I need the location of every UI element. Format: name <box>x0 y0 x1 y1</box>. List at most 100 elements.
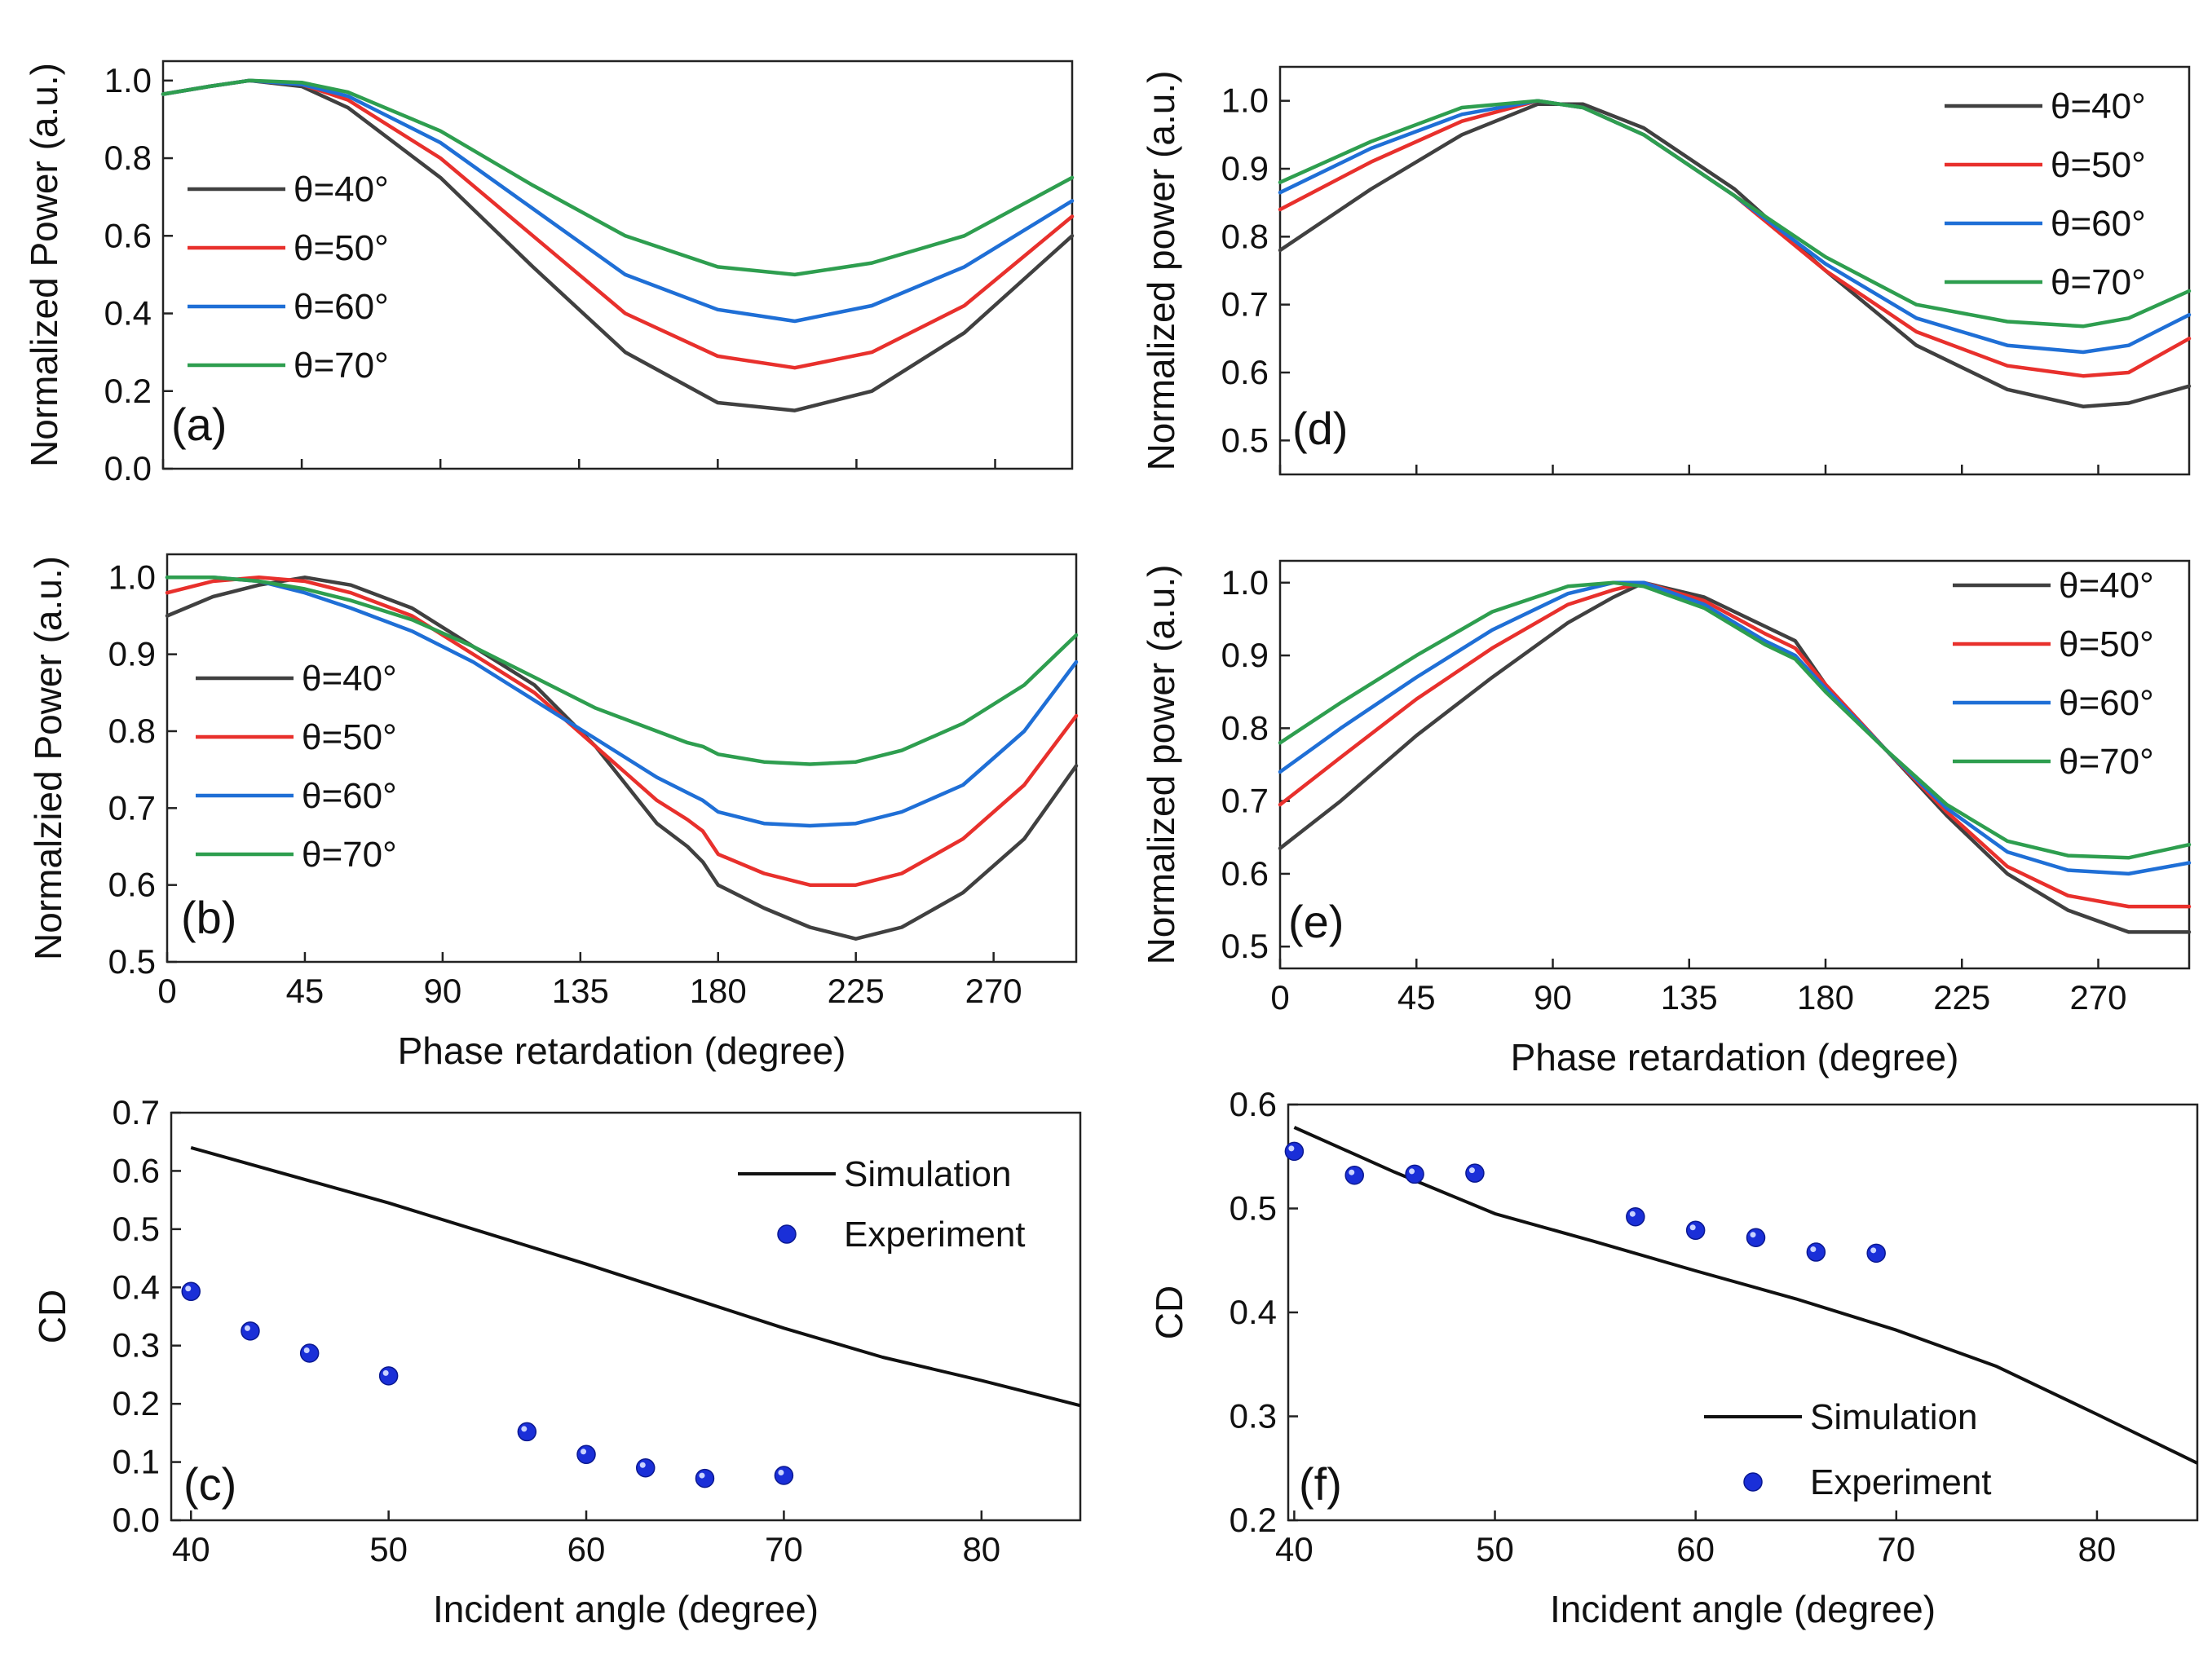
y-tick-label: 0.4 <box>113 1268 160 1306</box>
legend-label: θ=70° <box>294 346 389 386</box>
x-tick-label: 0 <box>1270 978 1289 1017</box>
legend-label: θ=70° <box>2059 742 2154 782</box>
y-tick-label: 0.2 <box>1230 1501 1277 1539</box>
x-tick-label: 135 <box>1661 978 1718 1017</box>
series-line-theta-50 <box>1278 580 2192 909</box>
y-tick-label: 0.0 <box>104 449 152 487</box>
x-tick-label: 40 <box>172 1530 210 1568</box>
experiment-point <box>695 1468 715 1488</box>
series-line-theta-40 <box>1278 102 2192 408</box>
y-axis-title: Normalized Power (a.u.) <box>23 63 65 467</box>
y-tick-label: 0.7 <box>108 788 156 827</box>
x-tick-label: 90 <box>1534 978 1572 1017</box>
plot-frame <box>170 1111 1082 1522</box>
legend-label: θ=60° <box>2059 683 2154 723</box>
experiment-point-highlight <box>1629 1211 1636 1217</box>
chart-panel-e: 0.5 0.6 0.7 0.8 0.9 1.0 0 45 90 135 180 225 270 Phase… <box>1140 559 2192 1078</box>
x-tick-label: 225 <box>828 972 885 1010</box>
panel-label: (e) <box>1288 896 1344 947</box>
y-tick-label: 0.1 <box>113 1443 160 1481</box>
experiment-point-highlight <box>1288 1145 1295 1152</box>
y-tick-label: 0.6 <box>1221 353 1269 391</box>
legend-label: θ=60° <box>2051 204 2146 244</box>
experiment-point-highlight <box>778 1470 784 1475</box>
x-tick-label: 270 <box>965 972 1022 1010</box>
series-line-theta-70 <box>165 576 1079 766</box>
x-tick-label: 80 <box>2078 1530 2117 1568</box>
legend-label: θ=60° <box>302 776 397 816</box>
plot-frame <box>1278 559 2191 970</box>
experiment-point <box>378 1366 399 1386</box>
experiment-point-highlight <box>1409 1168 1415 1175</box>
y-tick-label: 0.2 <box>113 1384 160 1422</box>
y-tick-label: 0.5 <box>113 1210 160 1248</box>
chart-panel-b: 0.5 0.6 0.7 0.8 0.9 1.0 0 45 90 135 180 225 270 Phase… <box>27 553 1079 1072</box>
series-line-theta-70 <box>1278 580 2192 860</box>
x-tick-label: 50 <box>369 1530 408 1568</box>
y-tick-label: 0.5 <box>1221 421 1269 459</box>
legend-label: θ=50° <box>2059 624 2154 664</box>
y-tick-label: 0.8 <box>104 139 152 177</box>
experiment-point-highlight <box>699 1472 705 1479</box>
y-tick-label: 0.7 <box>1221 285 1269 324</box>
series-line-theta-70 <box>161 78 1075 277</box>
series-line-theta-60 <box>1278 580 2192 876</box>
y-tick-label: 0.7 <box>1221 782 1269 820</box>
legend-label: θ=50° <box>2051 145 2146 185</box>
legend-marker-experiment <box>1743 1472 1763 1492</box>
x-axis-title: Incident angle (degree) <box>1550 1588 1936 1630</box>
legend-label: θ=40° <box>294 170 389 209</box>
series-line-theta-40 <box>165 576 1079 941</box>
x-tick-label: 180 <box>1797 978 1854 1017</box>
x-tick-label: 270 <box>2069 978 2126 1017</box>
legend-label: θ=60° <box>294 287 389 327</box>
legend-label-experiment: Experiment <box>844 1215 1026 1255</box>
chart-panel-a: 0.0 0.2 0.4 0.6 0.8 1.0 Normalized Power (a.u.… <box>23 60 1075 487</box>
y-tick-label: 0.3 <box>1230 1397 1277 1435</box>
panel-label: (a) <box>171 399 227 450</box>
y-tick-label: 0.5 <box>1221 927 1269 965</box>
experiment-point <box>576 1444 596 1465</box>
experiment-point <box>181 1281 201 1302</box>
x-tick-label: 0 <box>157 972 176 1010</box>
panel-label: (b) <box>181 892 236 943</box>
y-tick-label: 1.0 <box>1221 563 1269 602</box>
y-tick-label: 0.5 <box>1230 1189 1277 1228</box>
y-axis-title: Normalized power (a.u.) <box>1140 565 1182 965</box>
plot-frame <box>1287 1103 2199 1522</box>
x-tick-label: 70 <box>765 1530 803 1568</box>
y-tick-label: 0.9 <box>1221 149 1269 187</box>
y-axis-title: Normalized power (a.u.) <box>1140 71 1182 471</box>
experiment-point-highlight <box>185 1286 192 1292</box>
x-tick-label: 135 <box>552 972 609 1010</box>
y-tick-label: 1.0 <box>1221 82 1269 120</box>
legend-label: θ=70° <box>2051 262 2146 302</box>
y-axis-title: Normalzied Power (a.u.) <box>27 556 69 960</box>
y-tick-label: 0.4 <box>104 294 152 333</box>
experiment-point <box>1626 1206 1645 1227</box>
x-tick-label: 80 <box>962 1530 1000 1568</box>
y-tick-label: 0.4 <box>1230 1293 1277 1331</box>
series-line-theta-70 <box>1278 99 2192 329</box>
x-axis-title: Incident angle (degree) <box>433 1588 819 1630</box>
plot-frame <box>161 60 1074 470</box>
experiment-point-highlight <box>1689 1224 1696 1231</box>
y-tick-label: 0.6 <box>113 1151 160 1189</box>
simulation-line <box>1293 1126 2198 1465</box>
legend-label: θ=50° <box>302 717 397 757</box>
y-tick-label: 1.0 <box>104 61 152 99</box>
legend-label: θ=50° <box>294 228 389 268</box>
y-tick-label: 0.7 <box>113 1093 160 1131</box>
experiment-point-highlight <box>521 1426 528 1432</box>
legend-label-experiment: Experiment <box>1810 1462 1992 1502</box>
simulation-line <box>190 1145 1081 1408</box>
experiment-point <box>635 1458 656 1478</box>
experiment-point <box>1465 1163 1485 1183</box>
experiment-point-highlight <box>1349 1169 1355 1175</box>
y-tick-label: 0.6 <box>1221 854 1269 893</box>
panel-label: (d) <box>1292 403 1348 454</box>
panel-label: (c) <box>183 1458 236 1510</box>
x-tick-label: 45 <box>286 972 325 1010</box>
experiment-point <box>1685 1220 1706 1241</box>
